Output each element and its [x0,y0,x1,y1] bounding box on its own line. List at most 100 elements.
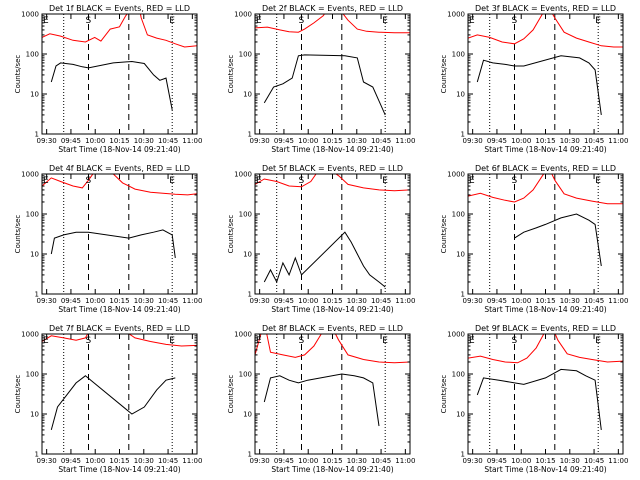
x-tick-label: 10:45 [371,457,391,465]
y-tick-label: 10 [30,411,39,419]
x-tick-label: 10:45 [584,297,604,305]
y-tick-label: 1 [35,451,39,459]
y-axis-label: Counts/sec [440,55,448,94]
series-line-events [476,55,602,115]
event-marker-e: E [43,16,49,26]
series-group [255,174,410,288]
panel-title: Det 6f BLACK = Events, RED = LLD [475,164,616,173]
x-tick-label: 10:15 [109,137,129,145]
x-tick-label: 10:30 [134,137,154,145]
plot-frame [467,333,624,455]
x-tick-label: 09:45 [487,297,507,305]
y-axis-label: Counts/sec [14,215,22,254]
series-group [468,334,623,430]
x-tick-label: 09:30 [37,457,57,465]
series-line-lld [255,14,410,34]
panel-title: Det 9f BLACK = Events, RED = LLD [475,324,616,333]
x-tick-label: 09:45 [487,137,507,145]
y-tick-label: 10 [243,411,252,419]
x-tick-label: 10:30 [560,297,580,305]
series-line-events [476,368,602,430]
series-line-events [514,213,602,267]
series-line-events [50,229,176,258]
y-tick-label: 1000 [234,331,252,339]
x-axis-label: Start Time (18-Nov-14 09:21:40) [58,465,180,474]
x-tick-label: 10:45 [371,297,391,305]
panel-title: Det 2f BLACK = Events, RED = LLD [262,4,403,13]
y-axis-label: Counts/sec [227,215,235,254]
y-tick-label: 100 [26,371,39,379]
x-tick-label: 10:00 [298,457,318,465]
x-tick-label: 09:30 [463,137,483,145]
series-group [42,334,197,431]
series-group [468,174,623,267]
x-tick-label: 09:45 [61,457,81,465]
x-tick-label: 09:30 [250,137,270,145]
x-tick-label: 10:30 [134,297,154,305]
x-tick-label: 10:15 [322,137,342,145]
event-marker-e: E [595,16,601,26]
series-line-lld [255,174,410,192]
x-tick-label: 10:45 [584,457,604,465]
plot-frame [41,173,198,295]
y-tick-label: 1 [461,451,465,459]
x-tick-label: 10:00 [85,457,105,465]
series-line-events [50,60,173,110]
x-tick-label: 09:30 [463,297,483,305]
plot-frame [467,13,624,135]
x-tick-label: 11:00 [608,457,628,465]
series-group [42,174,197,258]
y-tick-label: 1 [248,291,252,299]
x-tick-label: 09:30 [463,457,483,465]
x-tick-label: 11:00 [182,137,202,145]
y-axis-label: Counts/sec [14,55,22,94]
event-marker-e: E [169,16,175,26]
panel-title: Det 5f BLACK = Events, RED = LLD [262,164,403,173]
x-tick-label: 10:00 [85,297,105,305]
x-axis-label: Start Time (18-Nov-14 09:21:40) [58,305,180,314]
panel-det-9: Det 9f BLACK = Events, RED = LLD 1 10 100 10… [440,324,628,474]
series-line-lld [42,174,197,196]
event-marker-e: E [43,176,49,186]
x-tick-label: 10:30 [347,457,367,465]
plot-frame [467,173,624,295]
x-tick-label: 10:15 [109,457,129,465]
y-tick-label: 1 [461,131,465,139]
y-tick-label: 10 [243,91,252,99]
y-tick-label: 100 [452,211,465,219]
y-axis-label: Counts/sec [440,375,448,414]
y-tick-label: 100 [26,51,39,59]
y-tick-label: 10 [456,91,465,99]
panel-det-5: Det 5f BLACK = Events, RED = LLD 1 10 100 10… [227,164,415,314]
x-tick-label: 11:00 [608,297,628,305]
event-marker-s: S [86,176,92,186]
event-marker-s: S [299,16,305,26]
series-group [255,14,410,116]
y-axis-label: Counts/sec [440,215,448,254]
series-group [255,334,410,427]
x-tick-label: 11:00 [395,457,415,465]
x-tick-label: 10:45 [371,137,391,145]
series-line-lld [468,334,623,364]
event-marker-s: S [299,176,305,186]
x-tick-label: 11:00 [182,297,202,305]
panel-det-8: Det 8f BLACK = Events, RED = LLD 1 10 100 10… [227,324,415,474]
x-tick-label: 10:15 [535,297,555,305]
x-tick-label: 10:45 [158,297,178,305]
x-tick-label: 10:30 [347,297,367,305]
y-tick-label: 1000 [21,171,39,179]
y-tick-label: 1 [248,451,252,459]
y-tick-label: 1000 [234,171,252,179]
event-marker-s: S [299,336,305,346]
series-line-lld [468,174,623,205]
panel-det-3: Det 3f BLACK = Events, RED = LLD 1 10 100 10… [440,4,628,154]
series-line-lld [255,334,410,364]
panel-title: Det 1f BLACK = Events, RED = LLD [49,4,190,13]
y-tick-label: 100 [26,211,39,219]
event-marker-s: S [512,176,518,186]
y-tick-label: 1 [35,291,39,299]
x-tick-label: 09:45 [274,137,294,145]
y-tick-label: 1000 [21,11,39,19]
series-line-lld [42,334,197,347]
